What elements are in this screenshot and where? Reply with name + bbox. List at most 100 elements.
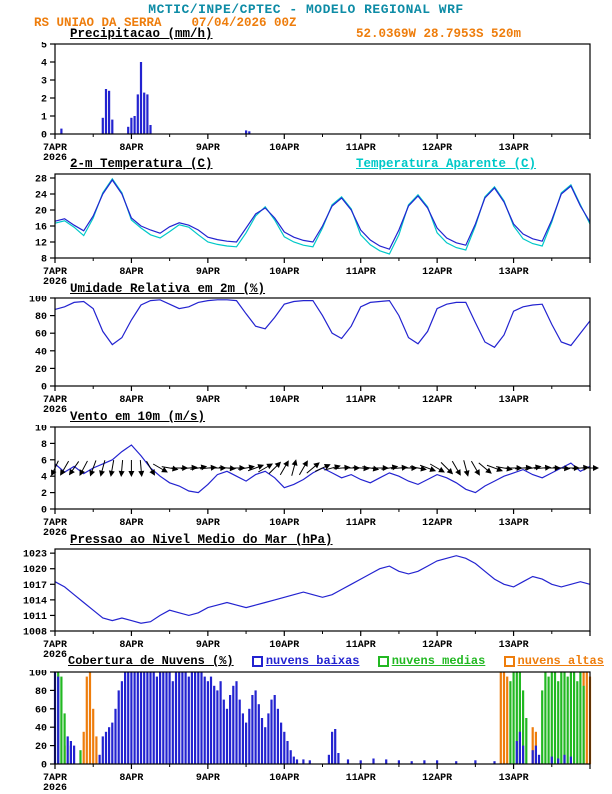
svg-text:10APR: 10APR (269, 518, 299, 529)
svg-text:13APR: 13APR (499, 640, 529, 651)
svg-text:2026: 2026 (43, 277, 67, 288)
svg-text:2026: 2026 (43, 783, 67, 794)
svg-text:2026: 2026 (43, 405, 67, 416)
svg-text:11APR: 11APR (346, 267, 376, 278)
run-datetime: 07/04/2026 00Z (191, 16, 297, 30)
apparent-temperature-label: Temperatura Aparente (C) (356, 157, 537, 171)
svg-text:11APR: 11APR (346, 395, 376, 406)
svg-text:1017: 1017 (23, 581, 47, 592)
svg-text:1014: 1014 (23, 596, 47, 607)
svg-text:7APR: 7APR (43, 143, 67, 154)
svg-text:20: 20 (35, 365, 47, 376)
panel-title-clouds-row: Cobertura de Nuvens (%) nuvens baixas nu… (68, 654, 604, 668)
svg-text:7APR: 7APR (43, 395, 67, 406)
svg-text:6: 6 (41, 456, 47, 467)
svg-text:2026: 2026 (43, 153, 67, 164)
svg-text:1011: 1011 (23, 612, 47, 623)
mid-clouds-swatch-icon (377, 655, 389, 667)
svg-text:100: 100 (29, 296, 47, 306)
svg-text:8APR: 8APR (119, 773, 143, 784)
svg-text:1008: 1008 (23, 628, 47, 639)
svg-text:2026: 2026 (43, 528, 67, 539)
svg-text:0: 0 (41, 383, 47, 394)
model-title: MCTIC/INPE/CPTEC - MODELO REGIONAL WRF (148, 2, 464, 17)
svg-text:60: 60 (35, 705, 47, 716)
svg-text:8APR: 8APR (119, 143, 143, 154)
svg-text:3: 3 (41, 77, 47, 88)
svg-text:12APR: 12APR (422, 143, 452, 154)
panel-title-humidity: Umidade Relativa em 2m (%) (70, 282, 266, 296)
svg-text:11APR: 11APR (346, 773, 376, 784)
svg-text:10APR: 10APR (269, 395, 299, 406)
low-clouds-swatch-icon (251, 655, 263, 667)
svg-text:12APR: 12APR (422, 773, 452, 784)
svg-text:1: 1 (41, 113, 47, 124)
panel-title-pressure: Pressao ao Nivel Medio do Mar (hPa) (70, 533, 333, 547)
svg-text:9APR: 9APR (196, 143, 220, 154)
svg-text:24: 24 (35, 191, 47, 202)
svg-text:5: 5 (41, 42, 47, 52)
svg-text:40: 40 (35, 347, 47, 358)
panel-title-temperature: 2-m Temperatura (C) (70, 157, 213, 171)
svg-text:7APR: 7APR (43, 518, 67, 529)
svg-text:4: 4 (41, 59, 47, 70)
high-clouds-swatch-icon (503, 655, 515, 667)
station-name: RS UNIAO DA SERRA (34, 16, 162, 30)
svg-text:11APR: 11APR (346, 518, 376, 529)
svg-text:60: 60 (35, 330, 47, 341)
svg-text:0: 0 (41, 506, 47, 517)
svg-text:28: 28 (35, 175, 47, 186)
svg-text:13APR: 13APR (499, 267, 529, 278)
svg-text:1023: 1023 (23, 550, 47, 561)
svg-text:7APR: 7APR (43, 773, 67, 784)
svg-text:12APR: 12APR (422, 518, 452, 529)
svg-text:100: 100 (29, 670, 47, 680)
svg-text:8: 8 (41, 255, 47, 266)
svg-text:13APR: 13APR (499, 143, 529, 154)
svg-text:2: 2 (41, 95, 47, 106)
panel-title-clouds: Cobertura de Nuvens (%) (68, 654, 234, 668)
svg-text:13APR: 13APR (499, 773, 529, 784)
svg-text:40: 40 (35, 724, 47, 735)
svg-text:4: 4 (41, 473, 47, 484)
svg-text:11APR: 11APR (346, 640, 376, 651)
svg-text:7APR: 7APR (43, 267, 67, 278)
svg-text:20: 20 (35, 742, 47, 753)
legend-mid-clouds: nuvens medias (377, 654, 485, 668)
svg-text:20: 20 (35, 207, 47, 218)
svg-text:12APR: 12APR (422, 267, 452, 278)
svg-text:16: 16 (35, 223, 47, 234)
svg-text:11APR: 11APR (346, 143, 376, 154)
svg-text:8APR: 8APR (119, 518, 143, 529)
svg-text:2026: 2026 (43, 650, 67, 661)
legend-high-clouds: nuvens altas (503, 654, 604, 668)
svg-text:9APR: 9APR (196, 267, 220, 278)
svg-text:10APR: 10APR (269, 143, 299, 154)
station-coordinates: 52.0369W 28.7953S 520m (356, 27, 522, 41)
svg-text:13APR: 13APR (499, 518, 529, 529)
svg-text:10APR: 10APR (269, 267, 299, 278)
svg-text:9APR: 9APR (196, 640, 220, 651)
legend-low-clouds: nuvens baixas (251, 654, 359, 668)
svg-text:10: 10 (35, 425, 47, 435)
svg-text:12: 12 (35, 239, 47, 250)
station-line: RS UNIAO DA SERRA 07/04/2026 00Z (34, 16, 297, 30)
svg-text:12APR: 12APR (422, 640, 452, 651)
svg-text:8APR: 8APR (119, 395, 143, 406)
svg-text:10APR: 10APR (269, 640, 299, 651)
svg-text:9APR: 9APR (196, 773, 220, 784)
svg-text:1020: 1020 (23, 565, 47, 576)
svg-text:7APR: 7APR (43, 640, 67, 651)
svg-text:9APR: 9APR (196, 518, 220, 529)
panel-title-precipitation: Precipitacao (mm/h) (70, 27, 213, 41)
svg-text:9APR: 9APR (196, 395, 220, 406)
svg-text:13APR: 13APR (499, 395, 529, 406)
svg-text:8APR: 8APR (119, 640, 143, 651)
svg-text:0: 0 (41, 131, 47, 142)
svg-text:8: 8 (41, 440, 47, 451)
